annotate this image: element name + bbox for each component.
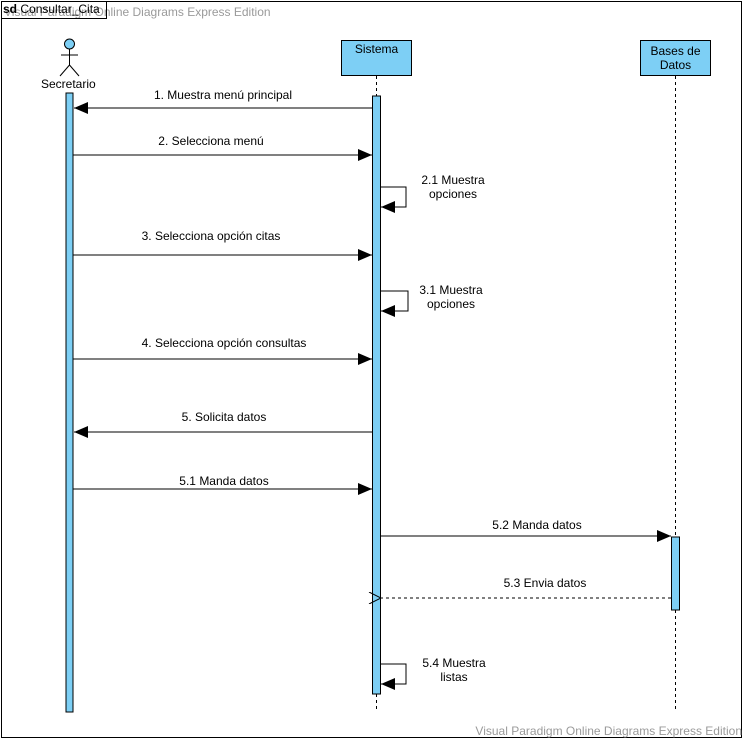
message-label-2: 2. Selecciona menú	[158, 134, 264, 148]
self-message-label-2-1-line1: 2.1 Muestra	[421, 173, 485, 187]
self-message-5-4	[381, 663, 407, 690]
lifeline-bases-label-1: Bases de	[650, 44, 701, 58]
message-label-3: 3. Selecciona opción citas	[141, 229, 281, 243]
message-label-5-3: 5.3 Envia datos	[503, 576, 587, 590]
lifeline-bases-label-2: Datos	[659, 58, 692, 72]
message-label-1: 1. Muestra menú principal	[153, 88, 293, 102]
self-message-label-3-1-line2: opciones	[426, 297, 476, 311]
message-label-5-2: 5.2 Manda datos	[492, 518, 582, 532]
frame-name: Consultar_Cita	[20, 2, 100, 16]
activation-sistema	[372, 95, 381, 695]
lifeline-sistema-label: Sistema	[354, 42, 399, 56]
frame-tag	[1, 1, 107, 19]
lifeline-sistema-box: Sistema	[341, 40, 412, 76]
activation-bases	[671, 536, 680, 611]
self-message-label-5-4: 5.4 Muestra listas	[422, 656, 485, 684]
frame-keyword: sd	[3, 2, 18, 16]
self-message-label-2-1-line2: opciones	[428, 187, 478, 201]
actor-secretario-label: Secretario	[41, 77, 96, 91]
activation-secretario	[65, 92, 74, 713]
self-message-label-5-4-line2: listas	[440, 670, 468, 684]
watermark-top: Visual Paradigm Online Diagrams Express …	[4, 5, 271, 19]
self-message-label-3-1: 3.1 Muestra opciones	[419, 283, 482, 311]
watermark-bottom: Visual Paradigm Online Diagrams Express …	[475, 724, 742, 738]
frame-title: sd Consultar_Cita	[3, 2, 100, 16]
message-label-5: 5. Solicita datos	[181, 410, 267, 424]
self-message-3-1	[381, 290, 409, 317]
lifeline-bases-box: Bases de Datos	[640, 40, 711, 76]
message-label-5-1: 5.1 Manda datos	[179, 474, 269, 488]
self-message-label-2-1: 2.1 Muestra opciones	[421, 173, 484, 201]
actor-secretario-icon	[59, 38, 80, 77]
self-message-label-3-1-line1: 3.1 Muestra	[419, 283, 483, 297]
self-message-label-5-4-line1: 5.4 Muestra	[422, 656, 486, 670]
self-message-2-1	[381, 186, 407, 213]
message-label-4: 4. Selecciona opción consultas	[141, 336, 307, 350]
